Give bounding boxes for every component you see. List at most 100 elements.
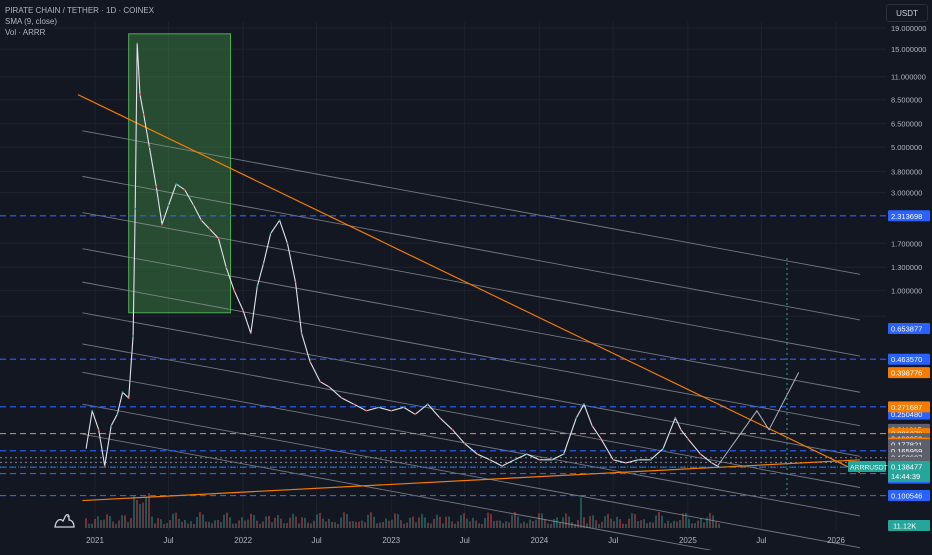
volume-bar (400, 520, 402, 528)
price-point (612, 458, 615, 461)
volume-bar (331, 522, 333, 528)
volume-bar (385, 518, 387, 528)
volume-bar (457, 521, 459, 528)
volume-bar (244, 520, 246, 528)
price-point (377, 406, 380, 409)
volume-bar (559, 522, 561, 528)
price-tick-label: 6.500000 (891, 120, 922, 129)
price-point (328, 385, 331, 388)
volume-bar (712, 515, 714, 528)
volume-bar (136, 499, 138, 528)
volume-bar (445, 516, 447, 528)
price-point (127, 397, 130, 399)
volume-bar (112, 521, 114, 528)
time-tick-label: Jul (163, 536, 173, 545)
volume-bar (181, 521, 183, 528)
price-point (340, 397, 343, 399)
volume-bar (535, 519, 537, 528)
volume-bar (184, 519, 186, 528)
volume-bar (295, 516, 297, 528)
volume-bar (205, 521, 207, 528)
volume-indicator-label[interactable]: Vol · ARRR (5, 28, 46, 37)
volume-bar (607, 513, 609, 528)
volume-bar (166, 523, 168, 528)
volume-bar (250, 513, 252, 528)
volume-bar (493, 521, 495, 528)
volume-bar (178, 518, 180, 528)
volume-bar (319, 512, 321, 528)
current-price-badge (888, 460, 930, 482)
price-point (309, 360, 311, 363)
volume-bar (670, 523, 672, 528)
price-point (686, 437, 689, 440)
price-point (192, 204, 195, 207)
volume-bar (334, 522, 336, 528)
projection-line (717, 372, 800, 467)
volume-bar (673, 520, 675, 528)
price-point (426, 403, 429, 406)
volume-bar (610, 518, 612, 528)
volume-bar (271, 522, 273, 528)
volume-bar (541, 513, 543, 528)
volume-bar (658, 512, 660, 528)
volume-bar (529, 519, 531, 528)
volume-bar (220, 522, 222, 528)
price-point (591, 424, 594, 427)
volume-bar (691, 523, 693, 528)
price-tick-label: 5.000000 (891, 143, 922, 152)
volume-bar (679, 520, 681, 528)
volume-bar (106, 514, 108, 528)
volume-bar (202, 514, 204, 528)
volume-bar (325, 521, 327, 528)
volume-bar (226, 512, 228, 528)
price-badge-label: 0.250480 (891, 410, 922, 419)
volume-bar (163, 523, 165, 528)
symbol-title[interactable]: PIRATE CHAIN / TETHER · 1D · COINEX (5, 6, 155, 15)
volume-bar (154, 523, 156, 528)
volume-bar (97, 516, 99, 528)
volume-bar (307, 522, 309, 528)
volume-bar (337, 523, 339, 528)
volume-bar (514, 512, 516, 528)
volume-bar (223, 514, 225, 528)
volume-bar (313, 520, 315, 528)
price-point (414, 413, 417, 416)
channel-line (82, 371, 861, 517)
price-point (583, 403, 585, 406)
volume-bar (424, 517, 426, 528)
volume-bar (343, 512, 345, 528)
volume-bar (475, 520, 477, 528)
volume-bar (427, 522, 429, 528)
volume-bar (190, 521, 192, 528)
price-point (142, 113, 145, 116)
sma-indicator-label[interactable]: SMA (9, close) (5, 17, 58, 26)
horizontal-levels (0, 215, 886, 497)
price-badge (888, 210, 930, 222)
price-point (91, 409, 94, 412)
price-point (624, 461, 627, 464)
currency-button[interactable]: USDT (886, 4, 928, 22)
volume-bar (664, 523, 666, 528)
volume-bar (523, 521, 525, 528)
volume-bar (364, 522, 366, 528)
price-point (551, 458, 553, 461)
price-point (365, 409, 368, 412)
volume-bar (157, 518, 159, 528)
price-point (538, 458, 541, 461)
channel-line (82, 403, 861, 549)
volume-bar (676, 521, 678, 528)
volume-bar (109, 516, 111, 528)
price-point (637, 458, 640, 461)
volume-bar (175, 512, 177, 528)
volume-bar (274, 517, 276, 528)
tradingview-logo-icon[interactable] (52, 508, 78, 530)
trend-lines (77, 94, 861, 502)
volume-bar (703, 522, 705, 528)
price-point (662, 447, 665, 450)
volume-bar (478, 523, 480, 528)
range-box (128, 33, 232, 314)
volume-bar (565, 513, 567, 528)
volume-bar (568, 516, 570, 528)
